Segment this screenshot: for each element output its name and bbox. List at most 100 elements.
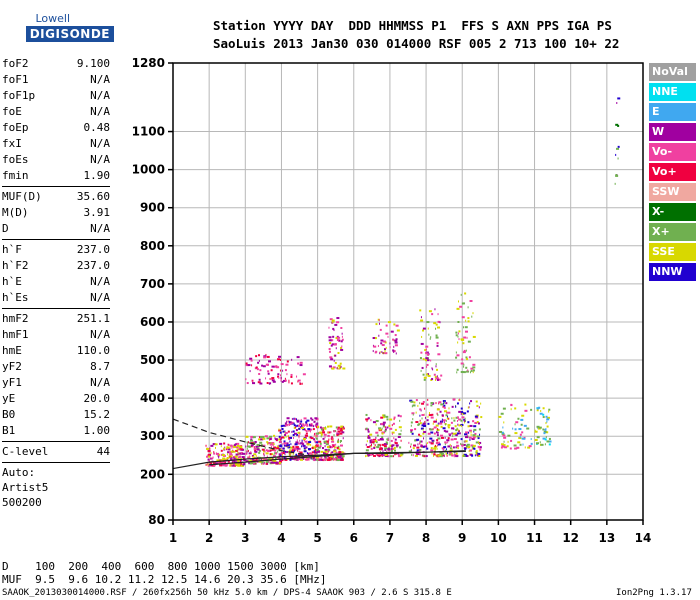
echo-point — [426, 419, 429, 422]
echo-point — [246, 445, 250, 448]
echo-point — [339, 429, 343, 432]
echo-point — [433, 420, 437, 423]
echo-point — [313, 425, 315, 428]
echo-point — [207, 458, 210, 461]
echo-point — [237, 451, 239, 454]
echo-point — [280, 451, 283, 454]
echo-point — [394, 344, 398, 347]
echo-point — [284, 379, 287, 382]
echo-point — [389, 346, 391, 349]
echo-point — [305, 421, 308, 424]
echo-point — [387, 448, 391, 451]
echo-point — [292, 434, 295, 437]
echo-point — [384, 352, 388, 355]
echo-point — [331, 440, 335, 443]
echo-point — [419, 309, 422, 312]
echo-point — [378, 334, 380, 337]
echo-point — [328, 350, 331, 353]
echo-point — [456, 368, 459, 371]
echo-point — [248, 441, 250, 444]
echo-point — [391, 431, 395, 434]
echo-point — [279, 437, 281, 440]
echo-point — [376, 446, 380, 449]
param-value: N/A — [90, 153, 110, 166]
echo-point — [382, 450, 384, 453]
echo-point — [453, 438, 457, 441]
echo-point — [365, 418, 369, 421]
echo-point — [255, 355, 258, 358]
echo-point — [513, 444, 517, 447]
echo-point — [276, 366, 280, 369]
echo-point — [219, 461, 221, 464]
echo-point — [455, 452, 458, 455]
echo-point — [290, 373, 293, 376]
echo-point — [539, 441, 541, 444]
echo-point — [466, 370, 470, 373]
echo-point — [298, 450, 300, 453]
echo-point — [258, 354, 261, 357]
echo-point — [420, 369, 422, 372]
echo-point — [293, 449, 295, 452]
echo-point — [296, 433, 299, 436]
echo-point — [279, 455, 282, 458]
param-row: yF1 N/A — [2, 375, 110, 391]
echo-point — [480, 402, 482, 405]
echo-point — [331, 436, 334, 439]
param-separator — [2, 186, 110, 187]
param-label: hmF2 — [2, 312, 29, 325]
echo-point — [295, 429, 298, 432]
echo-point — [426, 363, 429, 366]
param-row: hmF2 251.1 — [2, 311, 110, 327]
echo-point — [411, 453, 413, 456]
echo-point — [475, 452, 478, 455]
echo-point — [273, 434, 276, 437]
echo-point — [429, 437, 433, 440]
echo-point — [393, 449, 396, 452]
echo-point — [250, 439, 254, 442]
echo-point — [280, 436, 284, 439]
param-separator — [2, 308, 110, 309]
echo-point — [284, 422, 287, 425]
echo-point — [333, 455, 335, 458]
echo-point — [435, 336, 439, 339]
echo-point — [451, 405, 454, 408]
echo-point — [289, 450, 293, 453]
echo-point — [436, 368, 439, 371]
echo-point — [367, 435, 370, 438]
echo-point — [249, 370, 251, 373]
echo-point — [476, 454, 479, 457]
echo-point — [463, 419, 466, 422]
echo-point — [469, 300, 473, 303]
echo-point — [255, 455, 257, 458]
echo-point — [370, 439, 374, 442]
echo-point — [421, 402, 425, 405]
echo-point — [394, 334, 397, 337]
echo-point — [273, 446, 277, 449]
echo-point — [398, 433, 402, 436]
echo-point — [371, 441, 375, 444]
param-separator — [2, 239, 110, 240]
distance-row: D 100 200 400 600 800 1000 1500 3000 [km… — [2, 560, 320, 573]
autoscaling-line: Artist5 — [2, 481, 49, 494]
param-label: foF1 — [2, 73, 29, 86]
echo-point — [265, 363, 269, 366]
echo-point — [528, 445, 532, 448]
param-label: foF2 — [2, 57, 29, 70]
echo-point — [420, 445, 424, 448]
echo-point — [410, 443, 412, 446]
autoscaling-line: 500200 — [2, 496, 42, 509]
echo-point — [548, 410, 550, 413]
param-value: 237.0 — [76, 243, 110, 256]
echo-point — [246, 441, 249, 444]
echo-point — [432, 440, 434, 443]
echo-point — [329, 425, 333, 428]
echo-point — [501, 443, 505, 446]
echo-point — [327, 441, 329, 444]
echo-point — [429, 337, 431, 340]
echo-point — [425, 455, 428, 458]
echo-point — [444, 401, 446, 404]
echo-point — [534, 430, 538, 433]
echo-point — [436, 447, 438, 450]
echo-point — [319, 442, 322, 445]
echo-point — [335, 337, 339, 340]
